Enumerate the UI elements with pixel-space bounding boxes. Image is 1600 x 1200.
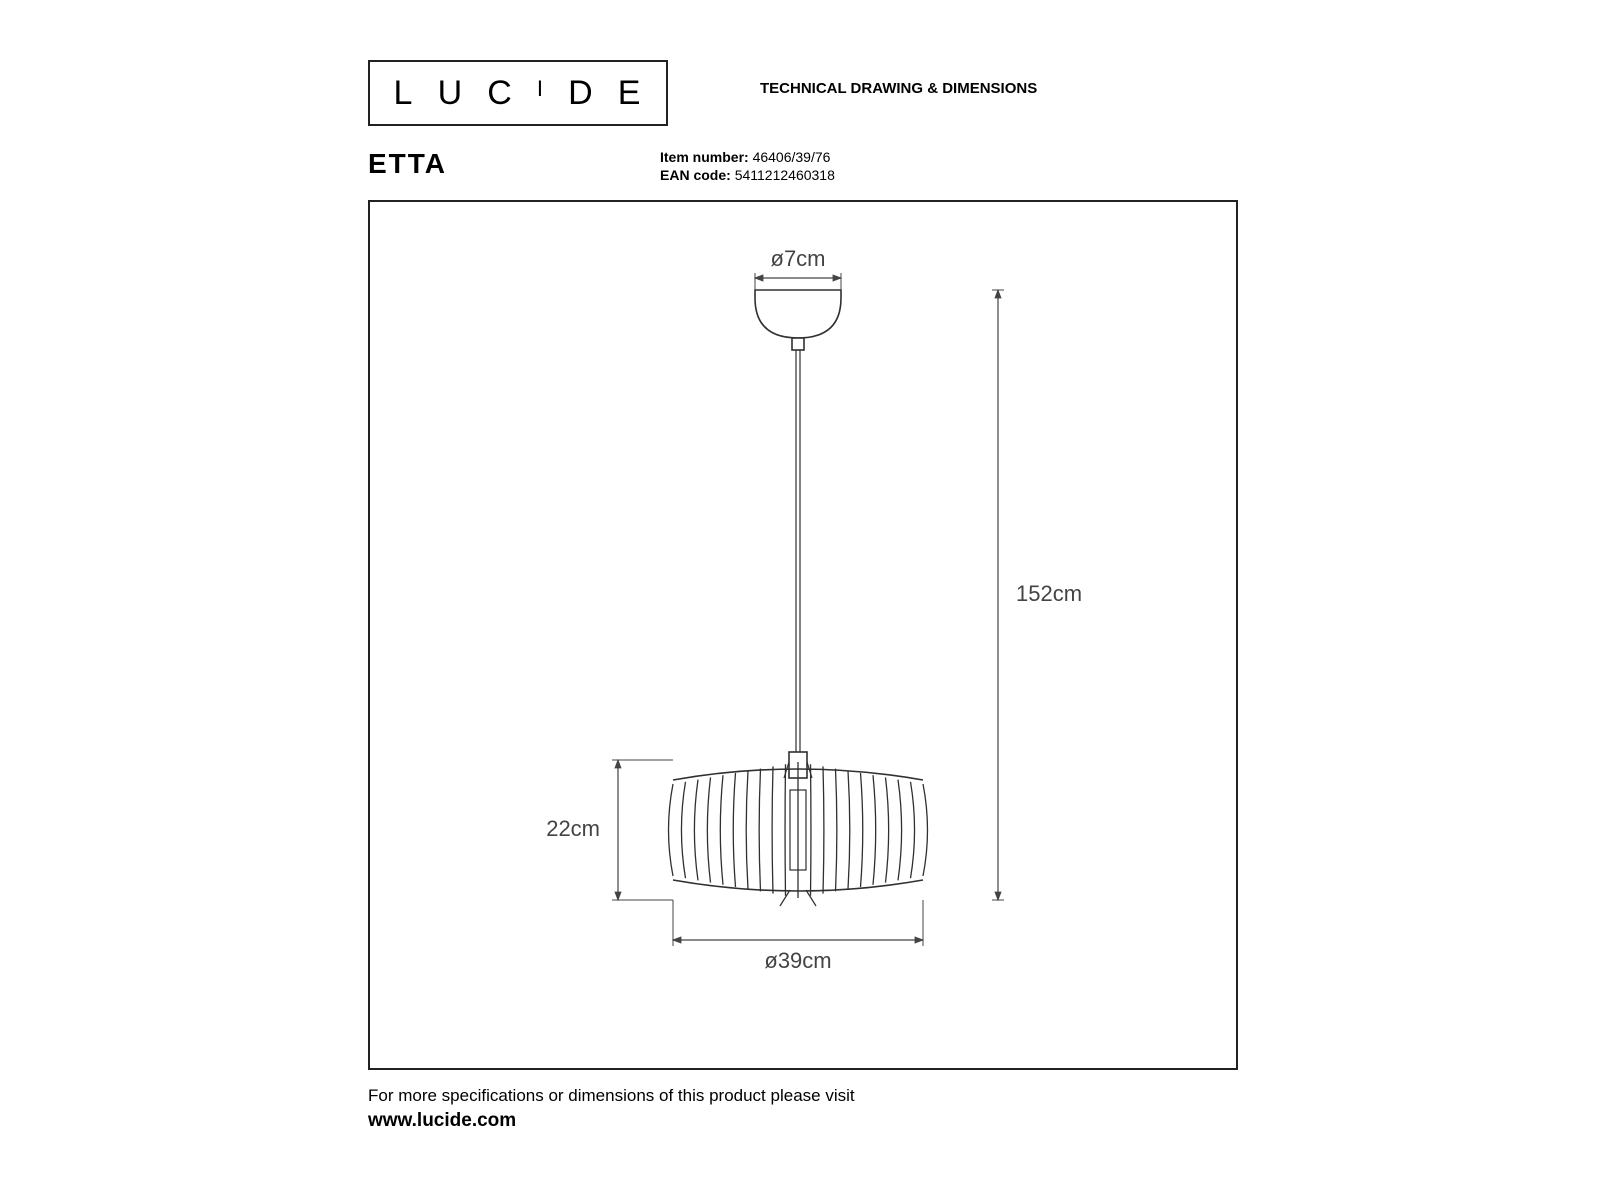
logo-letter: L bbox=[394, 74, 415, 113]
logo-letter: U bbox=[438, 74, 465, 113]
footer-url: www.lucide.com bbox=[368, 1110, 516, 1132]
logo-letter: C bbox=[487, 74, 514, 113]
product-name: ETTA bbox=[368, 148, 447, 180]
logo-letter: E bbox=[618, 74, 643, 113]
footer-text: For more specifications or dimensions of… bbox=[368, 1086, 855, 1106]
svg-text:152cm: 152cm bbox=[1016, 581, 1082, 606]
ean-value: 5411212460318 bbox=[735, 167, 835, 183]
svg-text:ø7cm: ø7cm bbox=[771, 246, 826, 271]
logo-letter: I bbox=[537, 76, 545, 102]
brand-logo: L U C I D E bbox=[368, 60, 668, 126]
item-number-label: Item number: bbox=[660, 149, 749, 165]
svg-text:22cm: 22cm bbox=[546, 816, 600, 841]
product-meta: Item number: 46406/39/76 EAN code: 54112… bbox=[660, 148, 835, 184]
header-title: TECHNICAL DRAWING & DIMENSIONS bbox=[760, 80, 1037, 97]
logo-letter: D bbox=[568, 74, 595, 113]
item-number-value: 46406/39/76 bbox=[753, 149, 831, 165]
technical-drawing: ø7cm 152cm 22cm ø39cm bbox=[368, 200, 1238, 1070]
ean-label: EAN code: bbox=[660, 167, 731, 183]
svg-text:ø39cm: ø39cm bbox=[764, 948, 831, 973]
